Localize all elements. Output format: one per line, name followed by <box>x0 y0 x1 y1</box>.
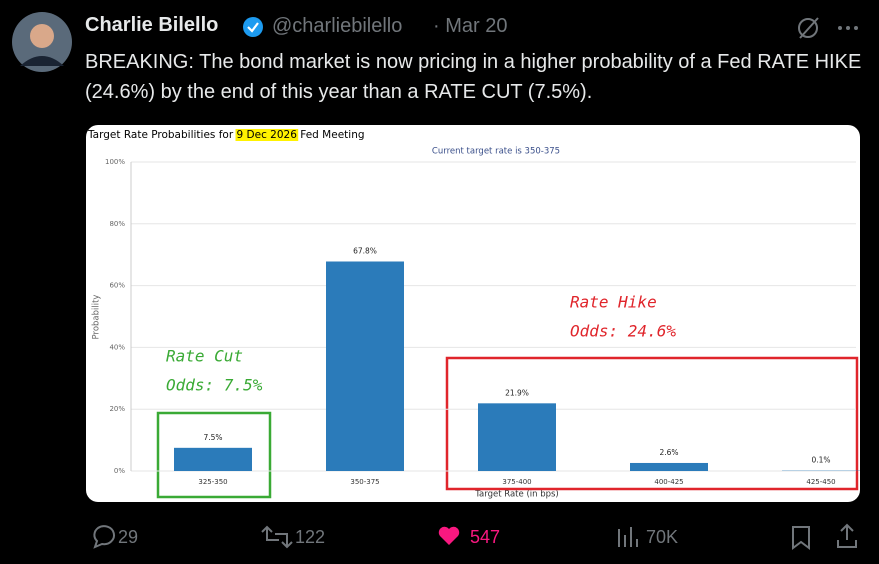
author-name[interactable]: Charlie Bilello <box>85 14 219 36</box>
y-tick-label: 0% <box>114 467 125 475</box>
repost-icon[interactable] <box>261 525 293 549</box>
views-icon[interactable] <box>618 527 638 547</box>
title-part: Target Rate Probabilities for <box>87 129 234 141</box>
value-label: 67.8% <box>353 246 377 255</box>
like-icon[interactable] <box>438 526 460 545</box>
y-axis-label: Probability <box>92 295 102 340</box>
avatar-face <box>30 24 54 48</box>
avatar-body <box>20 56 64 66</box>
repost-count[interactable]: 122 <box>295 527 326 547</box>
annotation: Rate Cut <box>166 347 243 366</box>
bar <box>478 403 556 471</box>
x-tick-label: 425-450 <box>806 478 835 486</box>
bookmark-icon[interactable] <box>792 526 810 550</box>
value-label: 0.1% <box>811 456 830 465</box>
x-tick-label: 400-425 <box>654 478 683 486</box>
value-label: 2.6% <box>659 448 678 457</box>
title-highlight-bg <box>235 129 299 141</box>
x-axis-label: Target Rate (in bps) <box>474 490 559 500</box>
reply-icon[interactable] <box>93 525 116 549</box>
post-date[interactable]: · Mar 20 <box>433 15 508 37</box>
reply-count[interactable]: 29 <box>118 527 139 547</box>
post-text: BREAKING: The bond market is now pricing… <box>85 51 862 103</box>
author-handle[interactable]: @charliebilello <box>272 15 403 37</box>
x-tick-label: 350-375 <box>350 478 379 486</box>
verified-badge <box>243 17 263 37</box>
x-tick-label: 325-350 <box>198 478 227 486</box>
more-icon[interactable] <box>838 26 858 30</box>
annotation: Rate Hike <box>570 293 657 312</box>
title-part: Fed Meeting <box>300 129 364 141</box>
annotation: Odds: 7.5% <box>166 376 263 395</box>
bar <box>630 462 708 471</box>
grok-icon[interactable] <box>798 18 818 38</box>
bar <box>174 447 252 471</box>
y-tick-label: 100% <box>105 158 125 166</box>
x-tick-label: 375-400 <box>502 478 531 486</box>
value-label: 21.9% <box>505 388 529 397</box>
rate-hike-box <box>445 356 859 491</box>
y-tick-label: 80% <box>109 220 125 228</box>
annotation: Odds: 24.6% <box>570 322 676 341</box>
title-highlight: 9 Dec 2026 <box>237 129 298 141</box>
value-label: 7.5% <box>203 433 222 442</box>
verified-check <box>247 22 259 33</box>
bar <box>326 261 404 471</box>
chart: Target Rate Probabilities for 9 Dec 2026… <box>86 125 860 502</box>
y-tick-label: 40% <box>109 343 125 351</box>
rate-cut-box <box>156 411 272 499</box>
grok-slash <box>799 17 819 39</box>
y-tick-label: 20% <box>109 405 125 413</box>
y-tick-label: 60% <box>109 282 125 290</box>
chart-title: Target Rate Probabilities for 9 Dec 2026… <box>87 129 365 141</box>
like-count[interactable]: 547 <box>470 527 501 547</box>
chart-subtitle: Current target rate is 350-375 <box>432 147 560 157</box>
share-icon[interactable] <box>837 523 857 548</box>
view-count[interactable]: 70K <box>646 527 679 547</box>
